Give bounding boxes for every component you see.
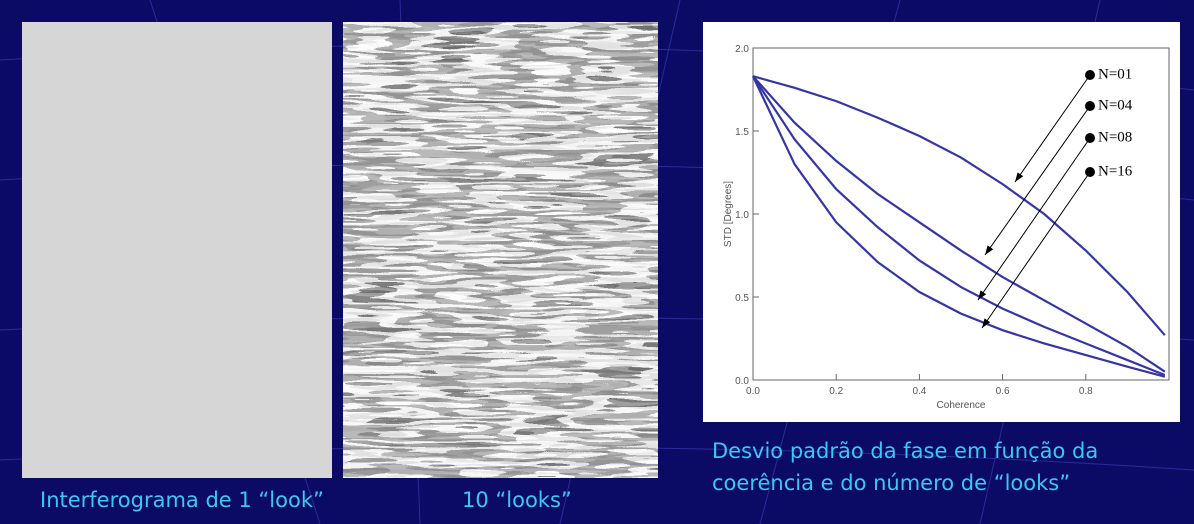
arrow-head [978, 290, 987, 300]
chart-caption: coerência e do número de “looks” [712, 471, 1070, 495]
legend-label: N=16 [1098, 163, 1133, 179]
series-line [752, 75, 1166, 377]
y-tick-label: 0.0 [735, 376, 749, 387]
arrow-head [985, 245, 994, 255]
chart-caption: Desvio padrão da fase em função da [712, 439, 1098, 463]
x-tick-label: 0.4 [912, 386, 926, 397]
y-tick-label: 2.0 [735, 44, 749, 55]
x-tick-label: 0.8 [1079, 386, 1093, 397]
legend-arrow [981, 171, 1091, 329]
arrow-head [1015, 172, 1024, 182]
y-tick-label: 1.0 [735, 210, 749, 221]
left-caption: Interferograma de 1 “look” [40, 488, 324, 512]
x-tick-label: 0.0 [746, 386, 760, 397]
right-caption: 10 “looks” [462, 488, 572, 512]
legend-arrow [984, 105, 1091, 256]
series-line [752, 75, 1166, 378]
legend-label: N=01 [1098, 66, 1132, 82]
x-tick-label: 0.2 [829, 386, 843, 397]
arrow-head [982, 318, 991, 328]
y-axis-title: STD [Degrees] [723, 181, 734, 247]
y-tick-label: 1.5 [735, 127, 749, 138]
y-tick-label: 0.5 [735, 293, 749, 304]
legend-arrow [1014, 74, 1091, 183]
chart-panel [703, 22, 1180, 422]
chart: 0.0 0.2 0.4 0.6 0.8 0.0 0.5 1.0 1.5 2.0 Coherence S… [723, 44, 1170, 411]
x-axis-title: Coherence [937, 400, 986, 411]
interferogram-1-look [22, 22, 332, 478]
series-line [752, 75, 1166, 373]
x-tick-label: 0.6 [996, 386, 1010, 397]
legend-label: N=04 [1098, 97, 1133, 113]
legend-arrow [977, 137, 1091, 301]
interferogram-10-looks [343, 22, 658, 478]
legend-label: N=08 [1098, 129, 1132, 145]
series-line [752, 75, 1166, 336]
